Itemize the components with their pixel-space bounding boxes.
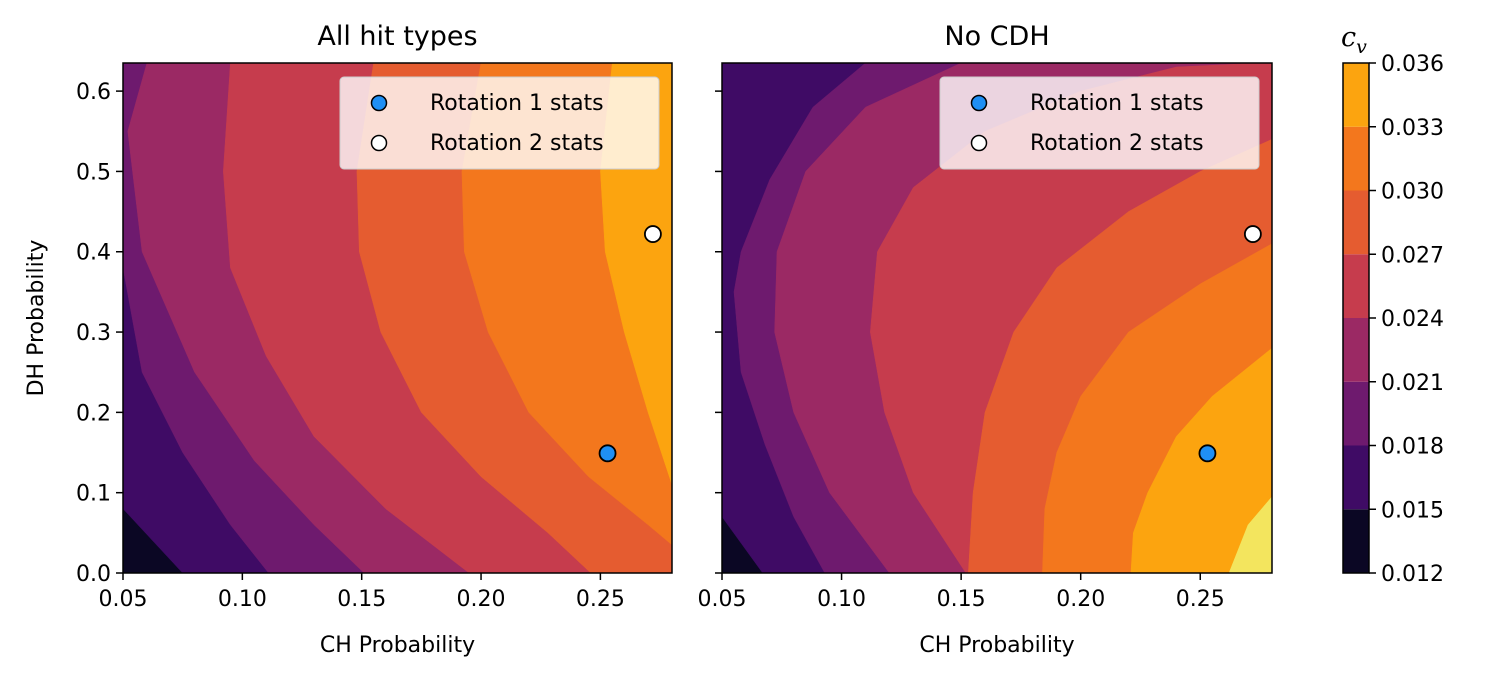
y-tick-label: 0.0 — [76, 562, 111, 587]
colorbar-band — [1343, 63, 1369, 127]
colorbar-tick-label: 0.036 — [1381, 52, 1444, 77]
colorbar-tick-label: 0.021 — [1381, 371, 1444, 396]
legend-box — [339, 76, 660, 170]
panel-all-hit-types: All hit types 0.05 0.10 0.15 0.20 0.25 0.00.… — [24, 21, 673, 658]
legend-marker-rotation-1 — [970, 94, 988, 112]
x-tick-label: 0.05 — [99, 587, 148, 612]
y-axis — [715, 90, 722, 574]
plot-frame — [122, 62, 673, 574]
x-axis-label: CH Probability — [320, 633, 475, 658]
colorbar-band — [1343, 190, 1369, 255]
colorbar-band — [1343, 445, 1369, 510]
colorbar-tick-label: 0.027 — [1381, 243, 1444, 268]
data-points — [598, 225, 662, 463]
y-tick-label: 0.2 — [76, 401, 111, 426]
y-tick-label: 0.3 — [76, 321, 111, 346]
legend-marker-rotation-2 — [370, 134, 388, 152]
x-tick-label: 0.15 — [337, 587, 386, 612]
colorbar-band — [1343, 254, 1369, 318]
point-rotation-1 — [1198, 444, 1217, 463]
point-rotation-2 — [644, 225, 662, 243]
panel-title: All hit types — [317, 21, 477, 52]
y-axis-label: DH Probability — [24, 240, 49, 397]
colorbar-label: cv — [1341, 22, 1367, 58]
panel-no-cdh: No CDH 0.05 0.10 0.15 0.20 0.25 CH Probabili… — [698, 21, 1273, 658]
data-points — [1198, 225, 1262, 463]
x-tick-label: 0.10 — [218, 587, 267, 612]
plot-frame — [721, 62, 1273, 574]
legend-marker-rotation-2 — [970, 134, 988, 152]
x-axis-label: CH Probability — [919, 633, 1074, 658]
colorbar-band — [1343, 318, 1369, 382]
x-tick-label: 0.25 — [576, 587, 625, 612]
colorbar-tick-label: 0.018 — [1381, 435, 1444, 460]
colorbar-tick-label: 0.030 — [1381, 180, 1444, 205]
x-tick-label: 0.15 — [937, 587, 986, 612]
contour-fills — [123, 63, 672, 573]
y-tick-label: 0.4 — [76, 241, 111, 266]
x-axis: 0.05 0.10 0.15 0.20 0.25 — [99, 573, 625, 612]
colorbar-ticks: 0.012 0.015 0.018 0.021 0.024 0.027 0.030 0.033… — [1369, 52, 1444, 587]
legend-entry-rotation-1: Rotation 1 stats — [430, 91, 604, 116]
legend-entry-rotation-2: Rotation 2 stats — [430, 131, 604, 156]
legend-box — [939, 76, 1260, 170]
panel-title: No CDH — [944, 21, 1049, 52]
point-rotation-1 — [598, 444, 617, 463]
contour-band-0.033 — [1130, 63, 1272, 573]
point-rotation-2 — [1243, 225, 1262, 243]
legend-entry-rotation-2: Rotation 2 stats — [1030, 131, 1204, 156]
x-axis: 0.05 0.10 0.15 0.20 0.25 — [698, 573, 1225, 612]
colorbar-band — [1343, 381, 1369, 446]
y-tick-label: 0.5 — [76, 160, 111, 185]
x-tick-label: 0.05 — [698, 587, 747, 612]
legend: Rotation 1 stats Rotation 2 stats — [939, 76, 1260, 170]
y-tick-label: 0.1 — [76, 482, 111, 507]
y-tick-label: 0.6 — [76, 80, 111, 105]
colorbar-tick-label: 0.033 — [1381, 116, 1444, 141]
y-axis: 0.0 0.1 0.2 0.3 0.4 0.5 0.6 — [76, 80, 123, 587]
legend-entry-rotation-1: Rotation 1 stats — [1030, 91, 1204, 116]
x-tick-label: 0.25 — [1176, 587, 1225, 612]
colorbar-tick-label: 0.024 — [1381, 307, 1444, 332]
colorbar: 0.012 0.015 0.018 0.021 0.024 0.027 0.030 0.033… — [1341, 22, 1444, 587]
colorbar-tick-label: 0.015 — [1381, 498, 1444, 523]
colorbar-bands — [1343, 63, 1369, 573]
contour-band-0.036 — [1228, 63, 1272, 573]
x-tick-label: 0.20 — [1056, 587, 1105, 612]
legend-marker-rotation-1 — [370, 94, 388, 112]
x-tick-label: 0.20 — [457, 587, 506, 612]
colorbar-tick-label: 0.012 — [1381, 562, 1444, 587]
colorbar-band — [1343, 126, 1369, 191]
legend: Rotation 1 stats Rotation 2 stats — [339, 76, 660, 170]
x-tick-label: 0.10 — [817, 587, 866, 612]
colorbar-band — [1343, 509, 1369, 573]
